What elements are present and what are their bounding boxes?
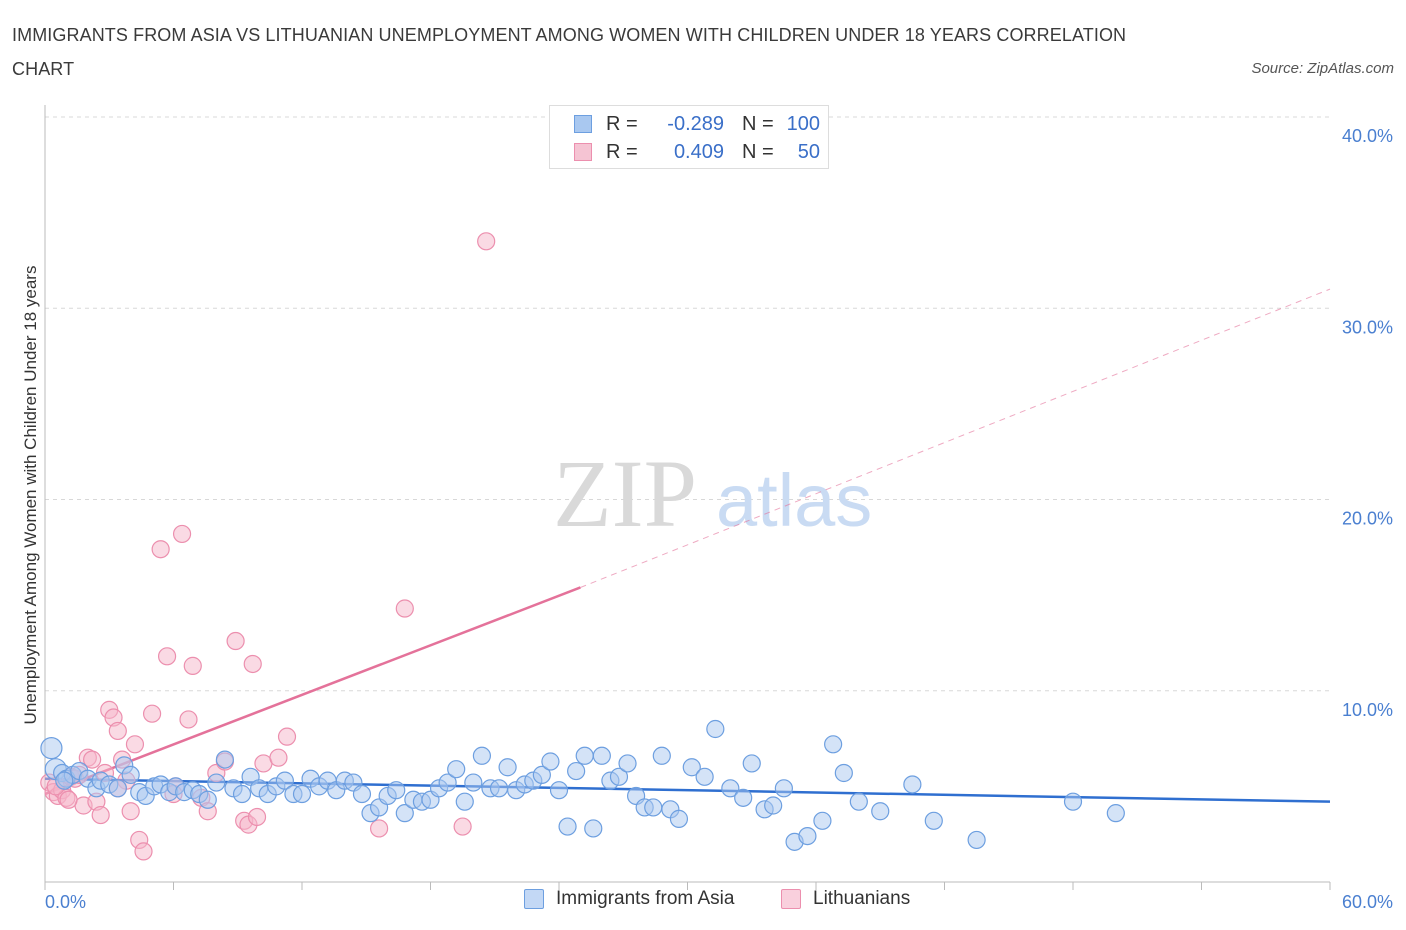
legend-swatch-pink [781, 889, 801, 909]
point-lithuanians [152, 541, 169, 558]
point-lithuanians [396, 600, 413, 617]
point-immigrants-from-asia [968, 831, 985, 848]
point-lithuanians [478, 233, 495, 250]
grid-lines [45, 117, 1330, 691]
watermark-zip: ZIP [553, 440, 697, 547]
legend-r-label: R = [606, 141, 642, 164]
legend-swatch-blue [524, 889, 544, 909]
point-lithuanians [454, 818, 471, 835]
point-immigrants-from-asia [593, 747, 610, 764]
watermark-atlas: atlas [716, 459, 872, 542]
series-legend: Immigrants from Asia Lithuanians [0, 888, 1406, 916]
point-immigrants-from-asia [904, 776, 921, 793]
point-immigrants-from-asia [208, 774, 225, 791]
point-immigrants-from-asia [448, 761, 465, 778]
legend-n-label: N = [742, 141, 780, 164]
point-immigrants-from-asia [199, 791, 216, 808]
trend-line-lithuanians-extrapolated [580, 289, 1330, 587]
point-immigrants-from-asia [216, 751, 233, 768]
y-tick-label: 30.0% [1342, 317, 1393, 337]
legend-r-label: R = [606, 113, 642, 136]
point-immigrants-from-asia [645, 799, 662, 816]
legend-label-asia: Immigrants from Asia [556, 888, 734, 910]
point-immigrants-from-asia [542, 753, 559, 770]
point-lithuanians [159, 648, 176, 665]
y-tick-labels: 10.0% 20.0% 30.0% 40.0% [1342, 126, 1393, 720]
point-immigrants-from-asia [294, 786, 311, 803]
point-immigrants-from-asia [473, 747, 490, 764]
point-lithuanians [144, 705, 161, 722]
point-lithuanians [184, 657, 201, 674]
point-lithuanians [279, 728, 296, 745]
point-immigrants-from-asia [353, 786, 370, 803]
point-immigrants-from-asia [491, 780, 508, 797]
point-immigrants-from-asia [653, 747, 670, 764]
point-immigrants-from-asia [568, 763, 585, 780]
points-lithuanians [41, 233, 495, 860]
point-immigrants-from-asia [109, 780, 126, 797]
stats-legend: R = -0.289 N = 100 R = 0.409 N = 50 [549, 105, 829, 169]
legend-n-value: 100 [780, 113, 820, 136]
point-lithuanians [180, 711, 197, 728]
y-tick-label: 40.0% [1342, 126, 1393, 146]
point-immigrants-from-asia [814, 812, 831, 829]
legend-swatch-pink [574, 143, 592, 161]
y-tick-label: 20.0% [1342, 509, 1393, 529]
point-lithuanians [174, 525, 191, 542]
legend-r-value: -0.289 [642, 113, 724, 136]
point-immigrants-from-asia [559, 818, 576, 835]
point-lithuanians [135, 843, 152, 860]
point-lithuanians [227, 633, 244, 650]
legend-n-label: N = [742, 113, 780, 136]
point-lithuanians [122, 803, 139, 820]
point-immigrants-from-asia [765, 797, 782, 814]
point-immigrants-from-asia [388, 782, 405, 799]
point-lithuanians [126, 736, 143, 753]
point-immigrants-from-asia [850, 793, 867, 810]
point-immigrants-from-asia [551, 782, 568, 799]
legend-item-asia[interactable]: Immigrants from Asia [524, 888, 734, 910]
point-lithuanians [371, 820, 388, 837]
legend-label-lithuanians: Lithuanians [813, 888, 910, 910]
point-immigrants-from-asia [499, 759, 516, 776]
point-immigrants-from-asia [743, 755, 760, 772]
y-tick-label: 10.0% [1342, 700, 1393, 720]
legend-r-value: 0.409 [642, 141, 724, 164]
point-immigrants-from-asia [735, 789, 752, 806]
point-immigrants-from-asia [670, 810, 687, 827]
legend-swatch-blue [574, 115, 592, 133]
point-immigrants-from-asia [456, 793, 473, 810]
point-lithuanians [270, 749, 287, 766]
point-immigrants-from-asia [585, 820, 602, 837]
points-immigrants-from-asia [41, 721, 1124, 851]
point-lithuanians [60, 791, 77, 808]
point-immigrants-from-asia [234, 786, 251, 803]
legend-item-lithuanians[interactable]: Lithuanians [781, 888, 910, 910]
point-immigrants-from-asia [576, 747, 593, 764]
point-lithuanians [244, 655, 261, 672]
point-immigrants-from-asia [1107, 805, 1124, 822]
point-immigrants-from-asia [1065, 793, 1082, 810]
legend-n-value: 50 [780, 141, 820, 164]
point-immigrants-from-asia [872, 803, 889, 820]
point-immigrants-from-asia [122, 766, 139, 783]
point-lithuanians [92, 807, 109, 824]
point-immigrants-from-asia [465, 774, 482, 791]
point-lithuanians [109, 722, 126, 739]
point-immigrants-from-asia [619, 755, 636, 772]
point-immigrants-from-asia [696, 768, 713, 785]
point-immigrants-from-asia [835, 764, 852, 781]
legend-row-lithuanians: R = 0.409 N = 50 [574, 139, 820, 165]
legend-row-asia: R = -0.289 N = 100 [574, 111, 820, 137]
point-immigrants-from-asia [825, 736, 842, 753]
point-immigrants-from-asia [707, 721, 724, 738]
point-immigrants-from-asia [925, 812, 942, 829]
point-immigrants-from-asia [41, 738, 62, 759]
y-axis-label: Unemployment Among Women with Children U… [21, 266, 40, 725]
point-immigrants-from-asia [799, 828, 816, 845]
point-immigrants-from-asia [775, 780, 792, 797]
point-immigrants-from-asia [56, 772, 73, 789]
point-lithuanians [249, 808, 266, 825]
